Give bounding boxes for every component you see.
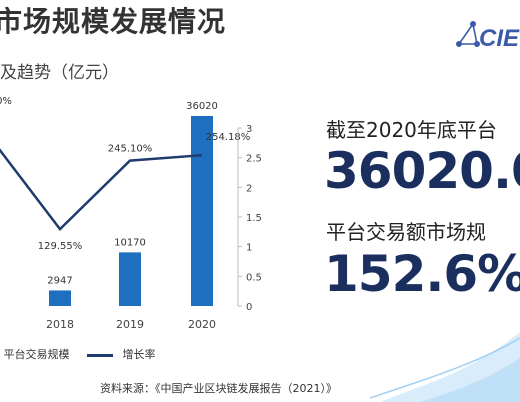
y2-tick-4: 2 bbox=[246, 183, 252, 194]
page-title: 市场规模发展情况 bbox=[0, 5, 227, 38]
chart-subtitle: 及趋势（亿元） bbox=[0, 63, 119, 83]
bar-label-2019: 10170 bbox=[114, 237, 146, 248]
y2-tick-0: 0 bbox=[246, 302, 252, 313]
legend-line-label: 增长率 bbox=[122, 348, 156, 361]
y2-tick-5: 2.5 bbox=[246, 154, 262, 165]
y2-tick-2: 1 bbox=[246, 243, 252, 254]
line-label-2018: 129.55% bbox=[38, 241, 83, 252]
stat-label-total: 截至2020年底平台 bbox=[326, 118, 497, 142]
growth-line bbox=[0, 148, 203, 232]
line-label-2020: 254.18% bbox=[206, 132, 251, 143]
logo-text: CIE bbox=[479, 25, 520, 52]
stats-panel: 截至2020年底平台 36020.0 平台交易额市场规 152.6% bbox=[316, 100, 520, 360]
bar-label-2020: 36020 bbox=[186, 101, 218, 112]
x-tick-2020: 2020 bbox=[188, 318, 216, 331]
chart: 8294710170360200%129.55%245.10%254.18%20… bbox=[0, 96, 262, 331]
decorative-wave bbox=[369, 332, 520, 402]
source-note: 资料来源：《中国产业区块链发展报告（2021）》 bbox=[100, 382, 337, 395]
line-label-2019: 245.10% bbox=[108, 144, 153, 155]
y2-tick-3: 1.5 bbox=[246, 213, 262, 224]
network-icon bbox=[455, 21, 480, 47]
stat-value-growth: 152.6% bbox=[324, 245, 520, 303]
line-label-2017: 0% bbox=[0, 96, 12, 107]
x-tick-2019: 2019 bbox=[116, 318, 144, 331]
bar-label-2018: 2947 bbox=[47, 275, 72, 286]
logo: CIE bbox=[455, 21, 520, 52]
y2-tick-1: 0.5 bbox=[246, 272, 262, 283]
chart-legend: 平台交易规模 增长率 bbox=[0, 346, 156, 362]
stat-label-growth: 平台交易额市场规 bbox=[326, 220, 486, 244]
bar-2019 bbox=[119, 252, 141, 306]
legend-line-swatch bbox=[87, 353, 113, 357]
bar-2020 bbox=[191, 116, 213, 306]
x-tick-2018: 2018 bbox=[46, 318, 74, 331]
y2-tick-6: 3 bbox=[246, 124, 252, 135]
bar-2018 bbox=[49, 290, 71, 306]
stat-value-total: 36020.0 bbox=[324, 142, 520, 200]
legend-bar-label: 平台交易规模 bbox=[3, 348, 70, 361]
